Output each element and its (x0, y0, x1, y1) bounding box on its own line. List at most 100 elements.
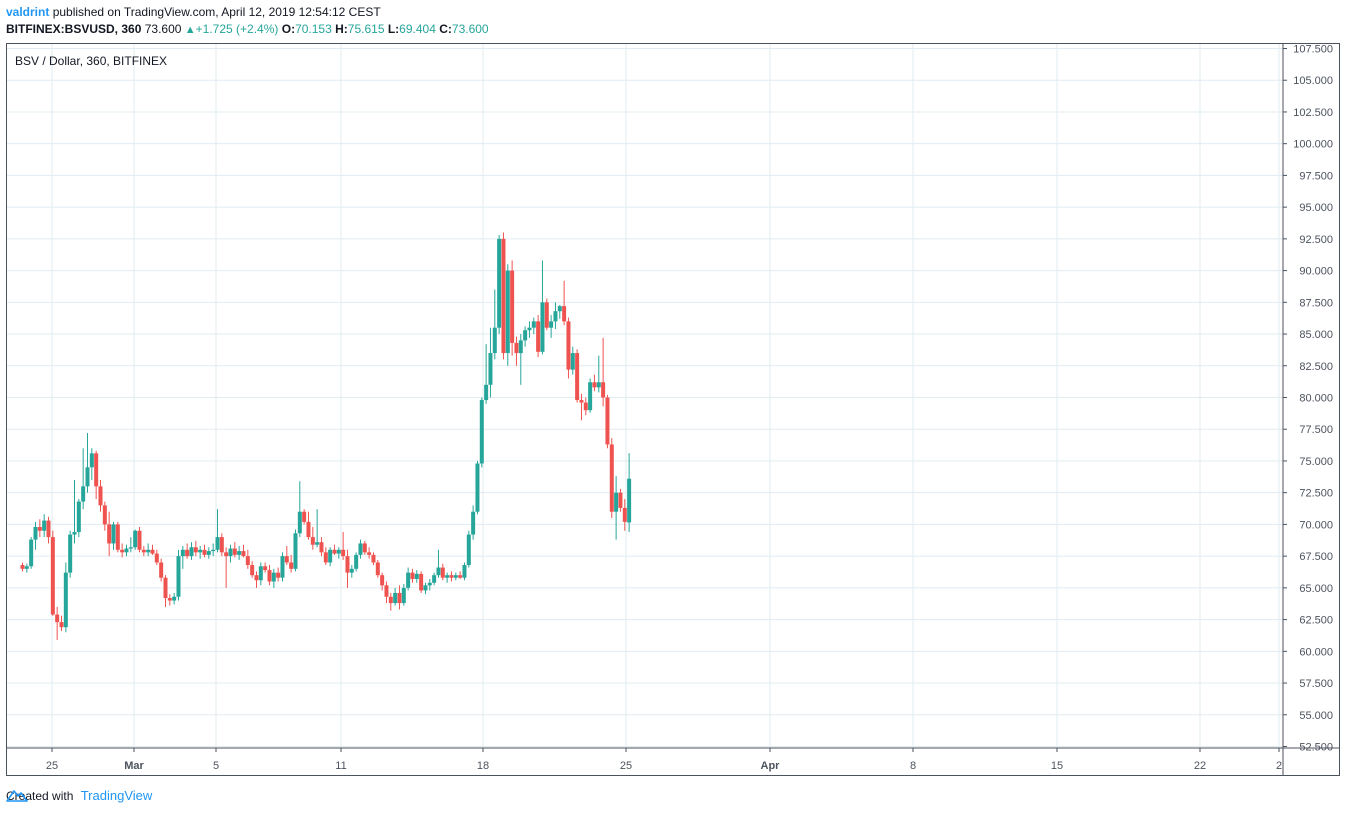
candle-body (449, 575, 454, 578)
candle-body (492, 327, 497, 354)
candle-body (384, 585, 389, 597)
candle-body (258, 566, 263, 581)
candle-body (189, 547, 194, 557)
candle-body (453, 575, 458, 578)
author-link[interactable]: valdrint (6, 5, 50, 19)
candle-body (605, 397, 610, 445)
candle-body (263, 566, 268, 571)
y-tick-label: 65.000 (1299, 583, 1333, 595)
candle-body (505, 270, 510, 354)
y-tick-label: 80.000 (1299, 393, 1333, 405)
candle-body (267, 570, 272, 582)
y-tick-label: 85.000 (1299, 329, 1333, 341)
candle-body (375, 562, 380, 576)
candle-body (137, 530, 142, 550)
candle-body (362, 543, 367, 553)
candle-body (141, 549, 146, 553)
candle-body (202, 549, 207, 555)
candle-body (345, 556, 350, 573)
candle-body (302, 511, 307, 522)
up-arrow-icon: ▲ (184, 24, 196, 36)
candle-body (133, 530, 138, 548)
y-tick-label: 95.000 (1299, 202, 1333, 214)
candle-body (55, 614, 60, 623)
candle-body (432, 575, 437, 583)
footer: Created with TradingView (6, 788, 152, 803)
price-change: +1.725 (+2.4%) (195, 22, 279, 36)
x-tick-label: 8 (910, 760, 916, 772)
candle-body (544, 302, 549, 328)
candle-body (601, 382, 606, 398)
candle-body (518, 340, 523, 354)
candle-body (241, 551, 246, 557)
candle-body (380, 575, 385, 586)
candle-body (488, 353, 493, 385)
candle-body (72, 532, 77, 535)
candle-body (24, 566, 29, 569)
candle-body (172, 596, 177, 601)
y-tick-label: 60.000 (1299, 646, 1333, 658)
candle-body (510, 270, 515, 343)
candle-body (523, 330, 528, 341)
candle-body (94, 453, 99, 487)
y-tick-label: 75.000 (1299, 456, 1333, 468)
candle-body (276, 572, 281, 578)
chart-frame[interactable]: 52.500 55.000 57.500 60.000 62.500 65.000 67.5… (6, 43, 1340, 776)
x-tick-label: Apr (761, 760, 781, 772)
candle-body (50, 537, 55, 615)
symbol-label: BITFINEX:BSVUSD, 360 (6, 22, 142, 36)
candle-body (562, 306, 567, 322)
candle-body (46, 520, 51, 538)
candle-body (245, 556, 250, 566)
candle-body (146, 549, 151, 553)
candle-body (215, 537, 220, 550)
low-label: L: (387, 22, 400, 36)
candle-body (484, 384, 489, 401)
candle-body (514, 342, 519, 354)
candle-body (332, 549, 337, 554)
candle-body (566, 321, 571, 370)
candlestick-chart[interactable]: 52.50055.00057.50060.00062.50065.00067.5… (7, 44, 1339, 775)
candle-body (120, 549, 125, 553)
candle-body (63, 572, 68, 628)
candle-body (414, 573, 419, 579)
x-tick-label: 11 (335, 760, 346, 772)
candle-body (167, 598, 172, 601)
y-tick-label: 100.000 (1293, 139, 1333, 151)
y-tick-label: 72.500 (1299, 488, 1333, 500)
last-price: 73.600 (144, 22, 182, 36)
candle-body (501, 238, 506, 354)
published-text: published on TradingView.com, April 12, … (52, 5, 381, 19)
close-value: 73.600 (451, 22, 489, 36)
candle-body (228, 548, 233, 557)
candle-body (29, 539, 34, 567)
candle-body (341, 549, 346, 557)
candle-body (393, 592, 398, 604)
candle-body (410, 572, 415, 579)
candle-body (475, 463, 480, 512)
candle-body (336, 549, 341, 554)
candle-body (280, 556, 285, 578)
x-tick-label: 5 (213, 760, 219, 772)
candle-body (358, 543, 363, 555)
candle-body (354, 554, 359, 569)
candle-body (198, 549, 203, 553)
candle-body (466, 534, 471, 566)
candle-body (527, 327, 532, 331)
candle-body (570, 353, 575, 370)
candle-body (154, 553, 159, 563)
y-tick-label: 70.000 (1299, 519, 1333, 531)
candle-body (553, 311, 558, 322)
candle-body (575, 353, 580, 401)
tradingview-brand-link[interactable]: TradingView (80, 788, 153, 803)
candle-body (614, 492, 619, 512)
candle-body (367, 552, 372, 555)
candle-body (193, 547, 198, 553)
x-tick-label: Mar (124, 760, 144, 772)
candle-body (176, 556, 181, 597)
candle-body (250, 565, 255, 576)
y-tick-label: 90.000 (1299, 266, 1333, 278)
candle-body (206, 551, 211, 555)
candle-body (59, 622, 64, 628)
candle-body (315, 542, 320, 545)
